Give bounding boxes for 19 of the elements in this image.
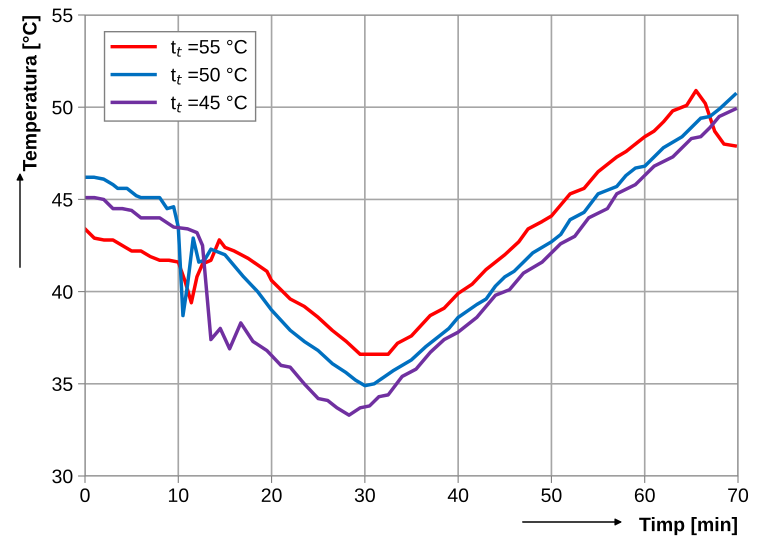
x-tick-label: 40 <box>448 488 468 502</box>
x-axis-title: Timp [min] <box>639 517 737 536</box>
x-tick-label: 70 <box>728 488 748 502</box>
y-tick-label: 35 <box>52 377 72 392</box>
y-axis-title: Temperatura [°C] <box>22 16 40 172</box>
y-tick-label: 55 <box>52 8 72 22</box>
legend-label: t$_{t}$ =50 °C <box>170 68 247 85</box>
x-tick-label: 60 <box>634 488 655 502</box>
legend-label: t$_{t}$ =55 °C <box>170 40 247 57</box>
x-tick-label: 50 <box>541 488 562 502</box>
y-tick-label: 30 <box>52 469 72 484</box>
x-tick-label: 20 <box>262 488 282 502</box>
y-tick-label: 45 <box>52 193 72 207</box>
y-tick-label: 40 <box>52 285 72 299</box>
x-tick-label: 0 <box>80 488 90 502</box>
x-tick-label: 30 <box>354 488 375 502</box>
y-tick-label: 50 <box>52 100 72 114</box>
legend-label: t$_{t}$ =45 °C <box>170 96 247 112</box>
x-tick-label: 10 <box>168 488 188 502</box>
